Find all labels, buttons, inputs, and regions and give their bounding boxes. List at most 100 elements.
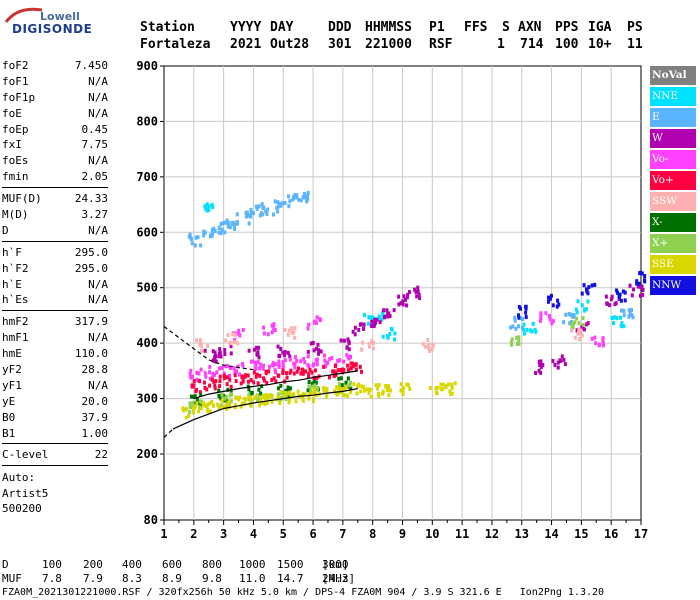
data-point bbox=[324, 394, 328, 399]
data-point bbox=[282, 393, 286, 398]
data-point bbox=[295, 358, 299, 363]
data-point bbox=[312, 348, 316, 353]
data-point bbox=[301, 398, 305, 403]
data-point bbox=[620, 321, 624, 326]
data-point bbox=[430, 347, 434, 352]
data-point bbox=[279, 397, 283, 402]
data-point bbox=[315, 387, 319, 392]
data-point bbox=[434, 390, 438, 395]
data-point bbox=[581, 316, 585, 321]
param-divider bbox=[2, 443, 108, 445]
data-point bbox=[185, 406, 189, 411]
data-point bbox=[299, 371, 303, 376]
data-point bbox=[227, 402, 231, 407]
data-point bbox=[367, 344, 371, 349]
param-row: foF1p N/A bbox=[2, 90, 108, 106]
data-point bbox=[301, 392, 305, 397]
data-point bbox=[323, 364, 327, 369]
data-point bbox=[622, 308, 626, 313]
data-point bbox=[278, 354, 282, 359]
data-point bbox=[421, 341, 425, 346]
data-point bbox=[577, 321, 581, 326]
data-point bbox=[193, 394, 197, 399]
data-point bbox=[315, 315, 319, 320]
data-point bbox=[562, 320, 566, 325]
data-point bbox=[551, 358, 555, 363]
data-point bbox=[381, 334, 385, 339]
data-point bbox=[199, 406, 203, 411]
header-label: PS bbox=[627, 20, 643, 35]
data-point bbox=[288, 391, 292, 396]
header-label: DDD bbox=[328, 20, 352, 35]
data-point bbox=[195, 370, 199, 375]
y-tick-label: 800 bbox=[136, 114, 158, 128]
data-point bbox=[258, 213, 262, 218]
data-point bbox=[206, 343, 210, 348]
data-point bbox=[224, 406, 228, 411]
data-point bbox=[256, 350, 260, 355]
data-point bbox=[266, 396, 270, 401]
data-point bbox=[509, 325, 513, 330]
param-value: N/A bbox=[88, 378, 108, 392]
data-point bbox=[287, 204, 291, 209]
data-point bbox=[257, 355, 261, 360]
data-point bbox=[204, 404, 208, 409]
data-point bbox=[251, 359, 255, 364]
param-value: 7.75 bbox=[81, 138, 109, 152]
data-point bbox=[322, 353, 326, 358]
data-point bbox=[257, 396, 261, 401]
param-value: N/A bbox=[88, 90, 108, 104]
data-point bbox=[349, 354, 353, 359]
data-point bbox=[213, 229, 217, 234]
data-point bbox=[213, 383, 217, 388]
data-point bbox=[226, 363, 230, 368]
data-point bbox=[241, 328, 245, 333]
param-row: h`F 295.0 bbox=[2, 245, 108, 261]
data-point bbox=[290, 326, 294, 331]
data-point bbox=[273, 368, 277, 373]
data-point bbox=[339, 376, 343, 381]
data-point bbox=[263, 401, 267, 406]
data-point bbox=[371, 341, 375, 346]
y-tick-label: 300 bbox=[136, 392, 158, 406]
data-point bbox=[523, 331, 527, 336]
param-value: 37.9 bbox=[81, 410, 109, 424]
data-point bbox=[573, 335, 577, 340]
data-point bbox=[637, 281, 641, 286]
data-point bbox=[233, 405, 237, 410]
data-point bbox=[271, 363, 275, 368]
param-key: foF1 bbox=[2, 74, 29, 88]
data-point bbox=[509, 341, 513, 346]
param-value: N/A bbox=[88, 277, 108, 291]
data-point bbox=[275, 205, 279, 210]
legend-entry: SSE bbox=[650, 254, 696, 275]
data-point bbox=[217, 230, 221, 235]
data-point bbox=[416, 289, 420, 294]
param-key: h`Es bbox=[2, 293, 29, 307]
param-row: foEp 0.45 bbox=[2, 122, 108, 138]
legend-entry: Vo+ bbox=[650, 170, 696, 191]
data-point bbox=[548, 317, 552, 322]
data-point bbox=[336, 358, 340, 363]
data-point bbox=[281, 350, 285, 355]
data-point bbox=[223, 230, 227, 235]
data-point bbox=[296, 389, 300, 394]
data-point bbox=[582, 283, 586, 288]
data-point bbox=[627, 314, 631, 319]
param-value: 295.0 bbox=[74, 245, 108, 259]
data-point bbox=[307, 364, 311, 369]
x-tick-label: 4 bbox=[250, 527, 257, 541]
data-point bbox=[205, 202, 209, 207]
data-point bbox=[276, 344, 280, 349]
data-point bbox=[587, 285, 591, 290]
param-row: h`F2 295.0 bbox=[2, 261, 108, 277]
data-point bbox=[222, 393, 226, 398]
data-point bbox=[260, 400, 264, 405]
data-point bbox=[609, 297, 613, 302]
data-point bbox=[517, 335, 521, 340]
data-point bbox=[239, 404, 243, 409]
data-point bbox=[234, 332, 238, 337]
param-row: yF2 28.8 bbox=[2, 362, 108, 378]
y-tick-label: 200 bbox=[136, 447, 158, 461]
data-point bbox=[283, 327, 287, 332]
